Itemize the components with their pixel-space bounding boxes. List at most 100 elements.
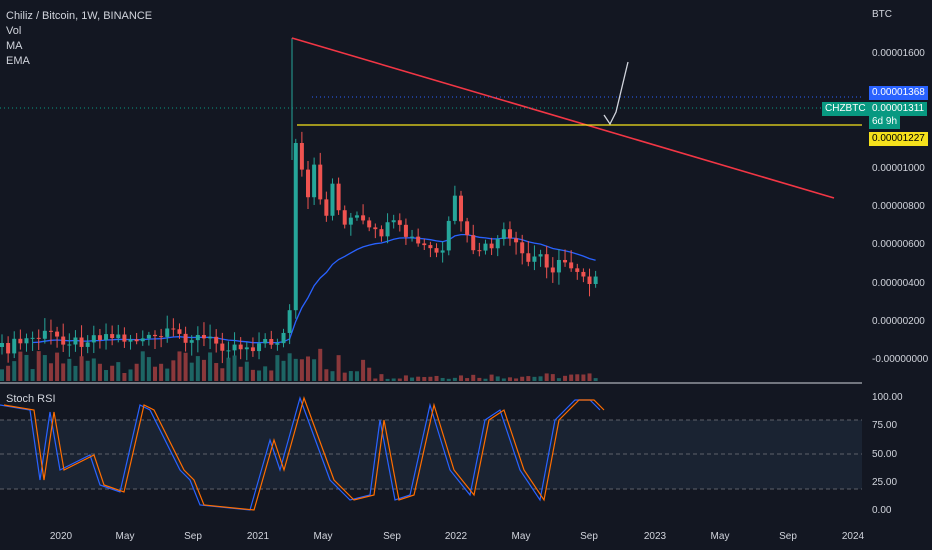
ema-line: [32, 233, 596, 344]
volume-bar: [354, 371, 359, 381]
volume-bar: [6, 365, 11, 381]
candle-body: [208, 336, 213, 339]
volume-bar: [189, 362, 194, 381]
volume-bar: [342, 372, 347, 381]
candle-body: [471, 235, 476, 251]
volume-bar: [140, 351, 145, 381]
volume-bar: [330, 371, 335, 381]
volume-bar: [232, 355, 237, 381]
volume-bar: [526, 376, 531, 381]
volume-bar: [459, 375, 463, 381]
rsi-tick: 0.00: [872, 505, 892, 516]
volume-bar: [36, 351, 41, 381]
volume-bar: [299, 359, 304, 381]
stoch-rsi-pane[interactable]: [0, 396, 862, 511]
candle-body: [287, 310, 292, 333]
candle-body: [373, 227, 378, 230]
candle-body: [446, 220, 451, 251]
volume-bar: [195, 356, 200, 381]
candle-body: [134, 339, 139, 342]
candle-body: [507, 229, 512, 239]
time-tick: Sep: [580, 531, 598, 542]
volume-bar: [97, 363, 102, 381]
candle-body: [459, 195, 463, 222]
candle-body: [201, 334, 206, 339]
volume-bar: [373, 378, 378, 381]
candle-body: [428, 245, 433, 249]
price-tick: 0.00000800: [872, 201, 925, 212]
candle-body: [324, 199, 329, 216]
volume-bar: [306, 356, 310, 381]
candle-body: [306, 169, 310, 198]
volume-bar: [220, 368, 225, 381]
volume-bar: [110, 365, 115, 381]
time-tick: 2021: [246, 531, 270, 542]
volume-bar: [238, 366, 243, 381]
volume-bar: [422, 377, 427, 381]
candle-body: [318, 164, 323, 200]
volume-bar: [128, 369, 133, 381]
volume-bar: [452, 377, 457, 381]
candle-body: [24, 338, 29, 344]
candle-body: [489, 243, 494, 249]
candle-body: [183, 333, 188, 343]
candle-body: [18, 338, 23, 344]
time-tick: 2024: [841, 531, 865, 542]
candle-body: [232, 344, 237, 351]
price-tick: 0.00000200: [872, 316, 925, 327]
volume-bar: [67, 358, 72, 381]
candle-body: [465, 221, 470, 236]
volume-bar: [581, 374, 586, 381]
volume-bar: [587, 373, 592, 381]
candle-body: [104, 334, 109, 340]
candle-body: [244, 347, 249, 350]
volume-bar: [520, 376, 525, 381]
volume-bar: [379, 374, 384, 381]
volume-bar: [226, 357, 231, 381]
candle-body: [342, 210, 347, 225]
stoch-rsi-label[interactable]: Stoch RSI: [6, 393, 56, 405]
candle-body: [330, 183, 335, 216]
candle-body: [110, 334, 115, 339]
indicator-vol[interactable]: Vol: [6, 25, 22, 37]
candle-body: [79, 337, 84, 347]
candle-body: [575, 268, 580, 272]
candle-body: [544, 254, 549, 268]
candle-body: [73, 337, 78, 345]
volume-bar: [440, 377, 445, 381]
volume-bar: [324, 369, 329, 381]
candle-body: [6, 343, 11, 354]
candle-body: [0, 343, 4, 347]
volume-bar: [134, 363, 139, 381]
candle-body: [214, 336, 219, 344]
candle-body: [587, 276, 592, 284]
time-tick: May: [511, 531, 531, 542]
main-pane[interactable]: [0, 37, 862, 381]
candle-body: [177, 329, 182, 334]
volume-bar: [165, 368, 170, 381]
candle-body: [514, 238, 519, 243]
price-tick: 0.00001600: [872, 48, 925, 59]
volume-bar: [287, 353, 292, 381]
candle-body: [532, 256, 537, 262]
candle-body: [410, 236, 415, 238]
symbol-title[interactable]: Chiliz / Bitcoin, 1W, BINANCE: [6, 10, 153, 22]
rsi-tick: 100.00: [872, 392, 903, 403]
volume-bar: [55, 352, 60, 381]
candle-body: [495, 239, 500, 249]
volume-bar: [18, 351, 23, 381]
volume-bar: [24, 354, 29, 381]
volume-bar: [391, 378, 396, 381]
candle-body: [146, 334, 151, 339]
candle-body: [556, 259, 561, 273]
indicator-ema[interactable]: EMA: [6, 55, 30, 67]
candle-body: [42, 330, 47, 339]
candle-body: [569, 262, 574, 269]
candle-body: [354, 215, 359, 218]
candle-body: [520, 242, 525, 254]
indicator-ma[interactable]: MA: [6, 40, 23, 52]
level-price-badge: 0.00001227: [869, 132, 928, 146]
volume-bar: [48, 363, 53, 381]
candle-body: [122, 334, 127, 342]
